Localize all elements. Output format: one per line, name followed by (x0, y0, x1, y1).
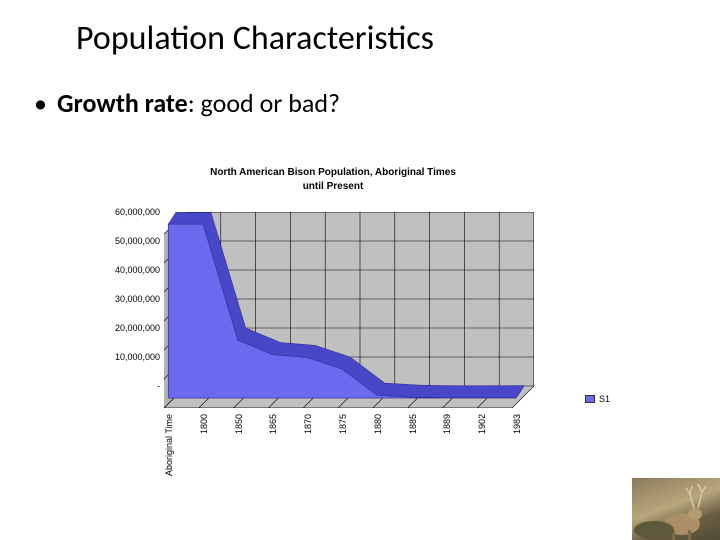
y-axis-labels: -10,000,00020,000,00030,000,00040,000,00… (98, 212, 160, 386)
chart-plot-area (164, 212, 534, 386)
x-tick-label: 1875 (338, 414, 348, 434)
slide-title: Population Characteristics (0, 0, 720, 59)
x-tick-label: 1902 (477, 414, 487, 434)
y-tick-label: 20,000,000 (115, 323, 160, 333)
y-tick-label: 10,000,000 (115, 352, 160, 362)
deer-icon (632, 478, 720, 540)
chart-legend: S1 (585, 394, 610, 404)
bullet-bold: Growth rate (57, 87, 188, 119)
chart-svg (164, 212, 534, 408)
bison-population-chart: North American Bison Population, Aborigi… (98, 166, 568, 506)
y-tick-label: 60,000,000 (115, 207, 160, 217)
x-tick-label: 1800 (199, 414, 209, 434)
x-tick-label: 1850 (234, 414, 244, 434)
bullet-rest: : good or bad? (188, 87, 340, 119)
y-tick-label: 30,000,000 (115, 294, 160, 304)
chart-title-line2: until Present (303, 181, 364, 192)
legend-label: S1 (599, 394, 610, 404)
x-tick-label: 1880 (373, 414, 383, 434)
chart-title: North American Bison Population, Aborigi… (98, 166, 568, 193)
deer-photo (632, 478, 720, 540)
y-tick-label: 50,000,000 (115, 236, 160, 246)
y-tick-label: - (157, 381, 160, 391)
x-tick-label: 1865 (268, 414, 278, 434)
x-tick-label: Aboriginal Time (164, 414, 174, 476)
legend-swatch (585, 395, 595, 403)
bullet-growth-rate: • Growth rate: good or bad? (0, 59, 720, 119)
x-axis-labels: Aboriginal Time 1800 1850 1865 1870 1875 1880 1… (164, 388, 534, 478)
chart-title-line1: North American Bison Population, Aborigi… (210, 167, 456, 178)
x-tick-label: 1870 (303, 414, 313, 434)
y-tick-label: 40,000,000 (115, 265, 160, 275)
x-tick-label: 1889 (442, 414, 452, 434)
x-tick-label: 1983 (512, 414, 522, 434)
x-tick-label: 1885 (408, 414, 418, 434)
bullet-dot: • (34, 87, 47, 119)
